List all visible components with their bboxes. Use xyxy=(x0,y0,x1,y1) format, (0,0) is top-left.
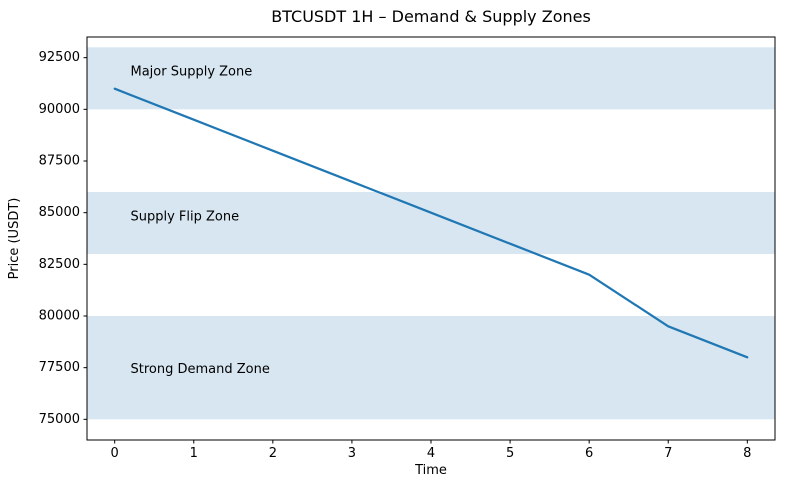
zone-band xyxy=(87,47,775,110)
y-tick-label: 75000 xyxy=(39,412,80,427)
zone-label: Supply Flip Zone xyxy=(130,209,239,224)
zone-label: Strong Demand Zone xyxy=(130,362,269,377)
y-tick-label: 77500 xyxy=(39,360,80,375)
y-tick-label: 90000 xyxy=(39,102,80,117)
x-tick-label: 4 xyxy=(427,446,435,461)
x-tick-label: 2 xyxy=(269,446,277,461)
x-tick-label: 3 xyxy=(348,446,356,461)
x-tick-label: 0 xyxy=(111,446,119,461)
x-tick-label: 6 xyxy=(585,446,593,461)
y-tick-label: 80000 xyxy=(39,309,80,324)
x-tick-label: 7 xyxy=(664,446,672,461)
y-axis-label: Price (USDT) xyxy=(7,198,22,280)
x-tick-label: 8 xyxy=(743,446,751,461)
zone-band xyxy=(87,192,775,254)
x-tick-label: 1 xyxy=(190,446,198,461)
axes-layer: 0 1 2 3 4 5 6 7 8 75000 77500 80000 82500 85000 87500 9… xyxy=(39,36,776,461)
zones-layer: Major Supply Zone Supply Flip Zone Strong … xyxy=(87,47,775,420)
x-axis-label: Time xyxy=(414,463,447,478)
chart-title: BTCUSDT 1H – Demand & Supply Zones xyxy=(271,7,591,26)
y-tick-label: 85000 xyxy=(39,205,80,220)
x-tick-label: 5 xyxy=(506,446,514,461)
price-line xyxy=(113,87,749,359)
y-tick-label: 92500 xyxy=(39,50,80,65)
y-tick-label: 87500 xyxy=(39,154,80,169)
series-layer xyxy=(113,87,749,359)
y-tick-label: 82500 xyxy=(39,257,80,272)
zone-band xyxy=(87,316,775,420)
zone-label: Major Supply Zone xyxy=(130,65,252,80)
